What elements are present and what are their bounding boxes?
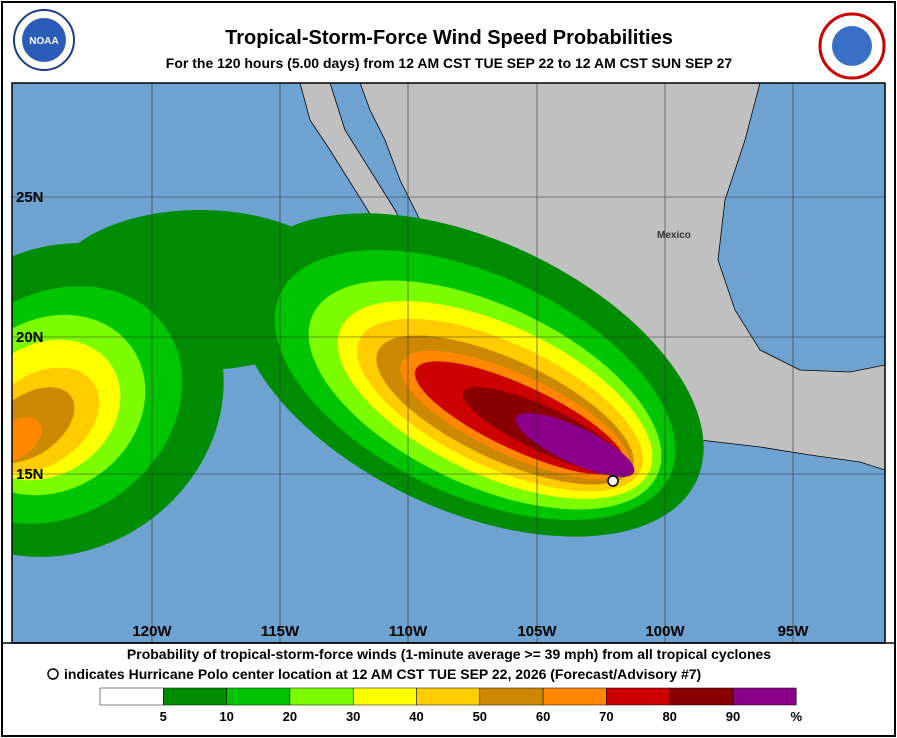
colorbar-box bbox=[416, 687, 481, 706]
colorbar-box bbox=[479, 687, 544, 706]
colorbar-label: 5 bbox=[160, 709, 167, 724]
lat-label: 20N bbox=[16, 329, 44, 346]
footer-line: Probability of tropical-storm-force wind… bbox=[127, 646, 771, 662]
lat-label: 25N bbox=[16, 189, 44, 206]
colorbar-label: 60 bbox=[536, 709, 550, 724]
colorbar-box bbox=[163, 687, 227, 706]
colorbar-box bbox=[606, 687, 670, 706]
place-label: Mexico bbox=[657, 230, 691, 241]
noaa-logo: NOAA bbox=[13, 9, 75, 71]
lon-label: 115W bbox=[261, 623, 300, 640]
lon-label: 120W bbox=[132, 623, 172, 640]
nws-logo bbox=[818, 12, 886, 80]
contour bbox=[12, 417, 42, 463]
svg-text:NOAA: NOAA bbox=[29, 36, 58, 47]
map bbox=[12, 83, 885, 643]
colorbar-label: 30 bbox=[346, 709, 360, 724]
colorbar-label: 90 bbox=[726, 709, 740, 724]
center-symbol bbox=[47, 668, 59, 680]
colorbar-box bbox=[732, 687, 797, 706]
colorbar-label: 20 bbox=[283, 709, 297, 724]
colorbar-label: 70 bbox=[599, 709, 613, 724]
title: Tropical-Storm-Force Wind Speed Probabil… bbox=[225, 27, 673, 49]
colorbar-box bbox=[226, 687, 291, 706]
colorbar-box bbox=[99, 687, 164, 706]
colorbar-box bbox=[542, 687, 607, 706]
colorbar-label: 50 bbox=[473, 709, 487, 724]
colorbar-box bbox=[669, 687, 734, 706]
lon-label: 95W bbox=[778, 623, 810, 640]
footer-line: indicates Hurricane Polo center location… bbox=[64, 666, 701, 682]
lon-label: 100W bbox=[645, 623, 685, 640]
lon-label: 105W bbox=[517, 623, 557, 640]
colorbar-box bbox=[352, 687, 417, 706]
storm-center bbox=[607, 475, 619, 487]
lon-label: 110W bbox=[389, 623, 428, 640]
colorbar: 5 10 20 30 40 50 60 70 80 90% bbox=[99, 687, 803, 724]
colorbar-label: 10 bbox=[219, 709, 233, 724]
colorbar-label: 80 bbox=[662, 709, 676, 724]
subtitle: For the 120 hours (5.00 days) from 12 AM… bbox=[166, 55, 733, 71]
contour bbox=[515, 413, 635, 477]
colorbar-box bbox=[289, 687, 354, 706]
lat-label: 15N bbox=[16, 466, 44, 483]
colorbar-label: % bbox=[791, 709, 803, 724]
colorbar-label: 40 bbox=[409, 709, 423, 724]
